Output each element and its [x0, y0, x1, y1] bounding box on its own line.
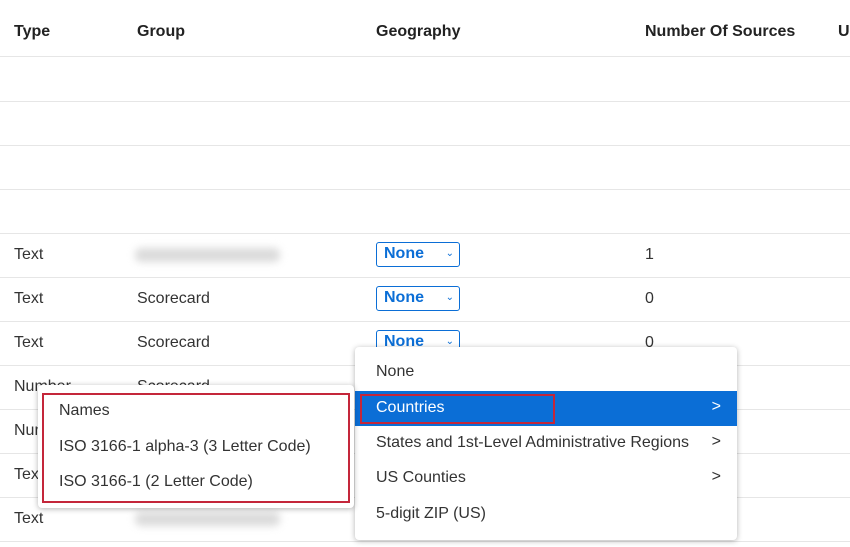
table-row [0, 189, 850, 234]
chevron-right-icon: > [711, 398, 721, 415]
type-cell: Text [14, 246, 44, 263]
table-header: Type Group Geography Number Of Sources U [0, 0, 850, 57]
type-cell: Text [14, 334, 44, 351]
group-cell: Scorecard [137, 290, 210, 307]
submenu-item-iso-alpha-3[interactable]: ISO 3166-1 alpha-3 (3 Letter Code) [59, 438, 311, 455]
table-row: Text [0, 497, 850, 542]
highlight-box [42, 393, 350, 503]
table-row: Text None ⌄ 1 [0, 233, 850, 278]
table-row [0, 57, 850, 102]
menu-item-label: States and 1st-Level Administrative Regi… [376, 434, 690, 451]
table-row [0, 145, 850, 190]
redacted-group-cell [135, 512, 280, 526]
menu-item-label: None [376, 363, 415, 380]
type-cell: Text [14, 510, 44, 527]
geography-select-value: None [384, 289, 424, 306]
column-header-geography[interactable]: Geography [376, 23, 461, 40]
chevron-right-icon: > [711, 468, 721, 485]
geography-dropdown-menu: None Countries > States and 1st-Level Adm… [355, 347, 737, 540]
menu-item-zip[interactable]: 5-digit ZIP (US) [355, 497, 737, 532]
geography-select-value: None [384, 245, 424, 262]
table-row: Text Scorecard None ⌄ 0 [0, 277, 850, 322]
menu-item-countries[interactable]: Countries > [355, 391, 737, 426]
geography-select-value: None [384, 333, 424, 350]
column-header-partial[interactable]: U [838, 23, 850, 40]
menu-item-us-counties[interactable]: US Counties > [355, 461, 737, 496]
column-header-group[interactable]: Group [137, 23, 185, 40]
menu-item-none[interactable]: None [355, 355, 737, 390]
chevron-down-icon: ⌄ [445, 336, 454, 347]
chevron-down-icon: ⌄ [445, 248, 454, 259]
type-cell: Text [14, 466, 44, 483]
table-row [0, 101, 850, 146]
countries-submenu: Names ISO 3166-1 alpha-3 (3 Letter Code)… [38, 385, 354, 508]
geography-select[interactable]: None ⌄ [376, 286, 460, 311]
menu-item-label: 5-digit ZIP (US) [376, 505, 486, 522]
menu-item-label: Countries [376, 399, 445, 416]
submenu-item-iso-alpha-2[interactable]: ISO 3166-1 (2 Letter Code) [59, 473, 253, 490]
column-header-number-of-sources[interactable]: Number Of Sources [645, 23, 796, 40]
type-cell: Text [14, 290, 44, 307]
group-cell: Scorecard [137, 334, 210, 351]
menu-item-label: US Counties [376, 469, 466, 486]
menu-item-states[interactable]: States and 1st-Level Administrative Regi… [355, 426, 737, 461]
highlight-box [360, 394, 555, 424]
column-header-type[interactable]: Type [14, 23, 51, 40]
geography-select[interactable]: None ⌄ [376, 242, 460, 267]
redacted-group-cell [135, 248, 280, 262]
submenu-item-names[interactable]: Names [59, 402, 110, 419]
chevron-right-icon: > [711, 433, 721, 450]
sources-cell: 1 [645, 246, 654, 263]
sources-cell: 0 [645, 334, 654, 351]
sources-cell: 0 [645, 290, 654, 307]
chevron-down-icon: ⌄ [445, 292, 454, 303]
